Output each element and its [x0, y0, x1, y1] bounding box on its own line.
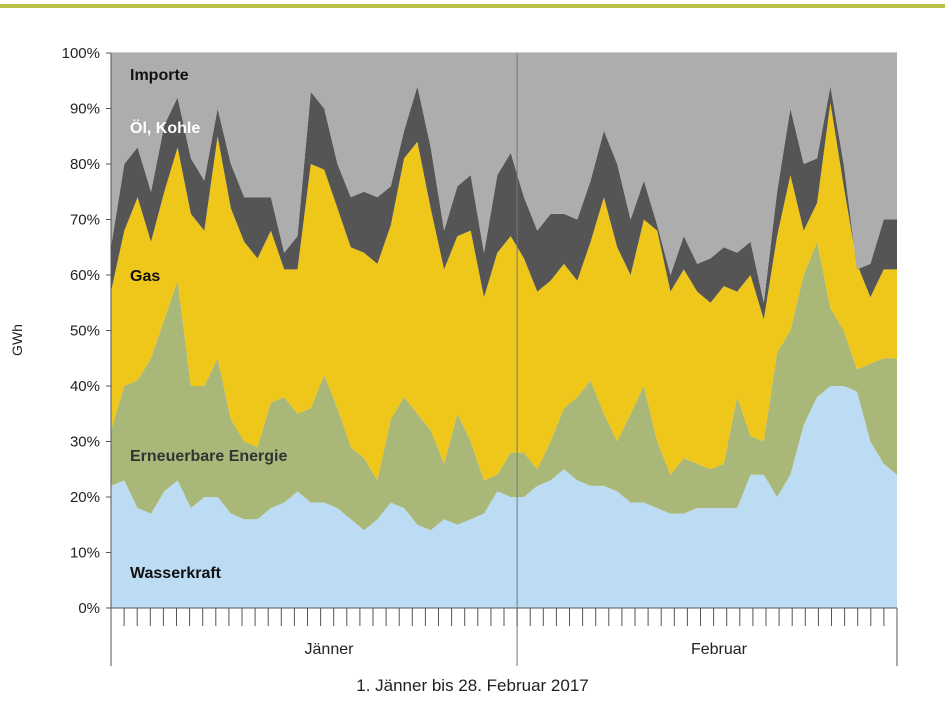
y-tick-label-30: 30%	[70, 434, 100, 451]
area-importe	[111, 53, 897, 303]
y-tick-label-80: 80%	[70, 156, 100, 173]
area-erneuerbare-energie	[111, 241, 897, 531]
chart-caption: 1. Jänner bis 28. Februar 2017	[356, 676, 589, 695]
series-label-importe: Importe	[130, 67, 189, 84]
y-tick-label-60: 60%	[70, 267, 100, 284]
month-label-februar: Februar	[691, 641, 748, 658]
area-oel-kohle	[111, 86, 897, 320]
top-accent-rule	[0, 4, 945, 8]
y-tick-label-20: 20%	[70, 489, 100, 506]
area-gas	[111, 102, 897, 481]
area-wasserkraft	[111, 386, 897, 608]
y-tick-label-40: 40%	[70, 378, 100, 395]
y-tick-label-50: 50%	[70, 323, 100, 340]
y-tick-label-100: 100%	[62, 45, 100, 62]
series-label-erneuerbare: Erneuerbare Energie	[130, 448, 288, 465]
series-label-gas: Gas	[130, 268, 160, 285]
month-label-jaenner: Jänner	[305, 641, 355, 658]
y-tick-label-90: 90%	[70, 101, 100, 118]
series-label-wasserkraft: Wasserkraft	[130, 565, 222, 582]
y-tick-label-70: 70%	[70, 212, 100, 229]
y-axis-label: GWh	[9, 324, 25, 356]
y-tick-labels: 0% 10% 20% 30% 40% 50% 60% 70% 80% 90% 100%	[62, 45, 111, 617]
y-tick-label-0: 0%	[78, 600, 100, 617]
area-series-group	[111, 53, 897, 608]
y-tick-label-10: 10%	[70, 545, 100, 562]
series-label-oel-kohle: Öl, Kohle	[130, 118, 200, 137]
x-axis	[110, 608, 898, 666]
